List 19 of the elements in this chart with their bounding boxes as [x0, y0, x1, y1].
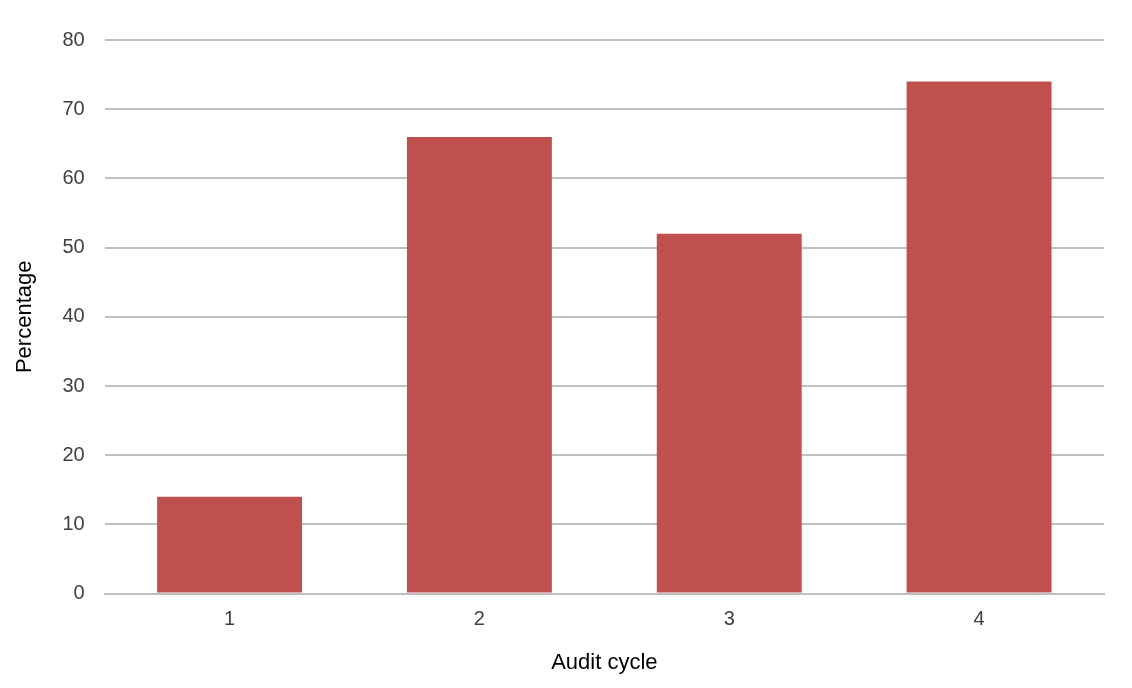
x-tick-label: 2 [473, 607, 485, 630]
bar [406, 136, 552, 593]
y-tick-label: 50 [62, 235, 85, 258]
x-axis-title: Audit cycle [551, 648, 658, 674]
y-tick-label: 30 [62, 373, 85, 396]
y-tick-label: 20 [62, 442, 85, 465]
y-tick-label: 70 [62, 96, 85, 119]
bar [906, 81, 1052, 593]
bar [157, 496, 303, 593]
y-tick-label: 10 [62, 511, 85, 534]
y-tick-label: 0 [73, 581, 85, 604]
y-tick-label: 40 [62, 304, 85, 327]
x-tick-label: 4 [973, 607, 985, 630]
y-tick-label: 60 [62, 165, 85, 188]
x-tick-label: 3 [723, 607, 735, 630]
y-axis-title: Percentage [11, 260, 37, 374]
y-tick-label: 80 [62, 27, 85, 50]
bar [656, 233, 802, 593]
x-tick-label: 1 [224, 607, 236, 630]
